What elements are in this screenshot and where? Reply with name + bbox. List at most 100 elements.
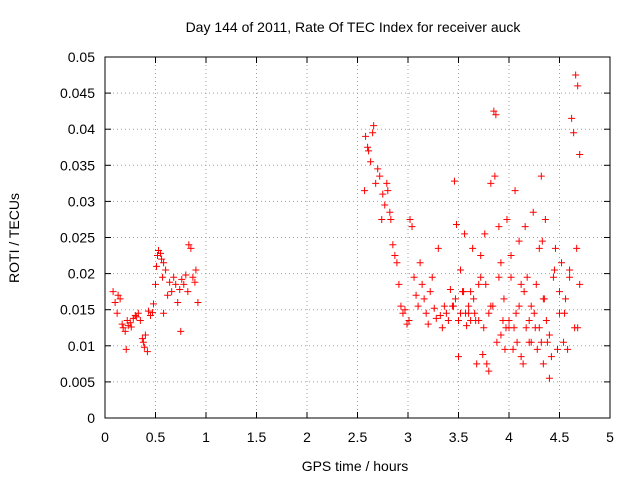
data-point	[176, 285, 184, 293]
data-point	[452, 221, 460, 229]
data-point	[503, 215, 511, 223]
data-point	[562, 295, 570, 303]
data-point	[152, 280, 159, 288]
y-tick-label: 0.03	[68, 193, 95, 209]
data-point	[158, 255, 166, 263]
data-point	[537, 172, 545, 180]
data-point	[166, 278, 174, 286]
data-point	[127, 323, 135, 331]
data-point	[170, 273, 178, 281]
data-point	[499, 317, 507, 325]
data-point	[109, 288, 117, 296]
x-tick-label: 3.5	[449, 429, 469, 445]
data-point	[539, 360, 547, 368]
data-point	[535, 324, 543, 332]
data-point	[455, 317, 462, 325]
data-point	[529, 208, 537, 216]
x-tick-label: 4.5	[550, 429, 570, 445]
y-tick-label: 0.01	[68, 338, 95, 354]
data-point	[134, 309, 142, 317]
data-point	[440, 302, 448, 310]
data-point	[141, 331, 149, 339]
y-tick-label: 0	[87, 410, 95, 426]
data-point	[525, 338, 533, 346]
data-point	[492, 111, 500, 119]
data-point	[457, 266, 465, 274]
data-point	[111, 298, 119, 306]
data-point	[449, 302, 457, 310]
data-point	[525, 317, 533, 325]
data-point	[537, 338, 545, 346]
data-point	[182, 271, 190, 279]
data-point	[174, 298, 182, 306]
data-point	[139, 338, 147, 346]
x-axis-label: GPS time / hours	[302, 458, 409, 474]
data-points	[109, 71, 584, 382]
data-point	[545, 331, 553, 339]
data-point	[532, 280, 540, 288]
data-point	[367, 158, 375, 166]
data-point	[462, 309, 470, 317]
axis-ticks	[104, 56, 611, 419]
data-point	[497, 259, 505, 267]
y-tick-label: 0.035	[60, 157, 95, 173]
data-point	[369, 129, 377, 137]
data-point	[412, 291, 420, 299]
data-point	[434, 244, 442, 252]
data-point	[543, 338, 551, 346]
data-point	[399, 309, 407, 317]
data-point	[384, 187, 392, 195]
data-point	[530, 309, 538, 317]
y-tick-label: 0.02	[68, 266, 95, 282]
data-point	[424, 320, 432, 328]
data-point	[192, 266, 200, 274]
data-point	[485, 309, 493, 317]
data-point	[153, 262, 161, 270]
data-point	[511, 187, 519, 195]
data-point	[535, 244, 543, 252]
y-tick-label: 0.015	[60, 302, 95, 318]
x-tick-labels: 0 0.5 1 1.5 2 2.5 3 3.5 4 4.5 5	[101, 429, 614, 445]
data-point	[564, 345, 572, 353]
x-tick-label: 3	[404, 429, 412, 445]
data-point	[185, 241, 193, 249]
data-point	[520, 288, 528, 296]
data-point	[553, 345, 561, 353]
data-point	[428, 273, 436, 281]
data-point	[568, 114, 576, 122]
data-point	[438, 324, 446, 332]
data-point	[470, 295, 478, 303]
data-point	[507, 252, 515, 260]
data-point	[477, 273, 485, 281]
data-point	[571, 324, 579, 332]
data-point	[558, 259, 566, 267]
data-point	[113, 309, 121, 317]
data-point	[561, 309, 569, 317]
data-point	[361, 187, 369, 195]
data-point	[455, 353, 462, 361]
data-point	[545, 374, 553, 382]
data-point	[406, 215, 414, 223]
data-point	[403, 320, 411, 328]
data-point	[467, 288, 475, 296]
data-point	[540, 295, 548, 303]
x-tick-label: 4	[505, 429, 513, 445]
data-point	[177, 327, 185, 335]
data-point	[451, 295, 459, 303]
data-point	[505, 317, 513, 325]
data-point	[405, 317, 413, 325]
data-point	[148, 309, 156, 317]
data-point	[374, 165, 382, 173]
data-point	[475, 280, 483, 288]
data-point	[436, 311, 444, 319]
data-point	[446, 285, 454, 293]
data-point	[566, 273, 574, 281]
data-point	[515, 302, 523, 310]
data-point	[379, 190, 387, 198]
data-point	[164, 291, 172, 299]
data-point	[126, 319, 134, 327]
y-tick-label: 0.04	[68, 121, 95, 137]
data-point	[483, 360, 491, 368]
data-point	[370, 122, 378, 130]
x-tick-label: 0	[101, 429, 109, 445]
